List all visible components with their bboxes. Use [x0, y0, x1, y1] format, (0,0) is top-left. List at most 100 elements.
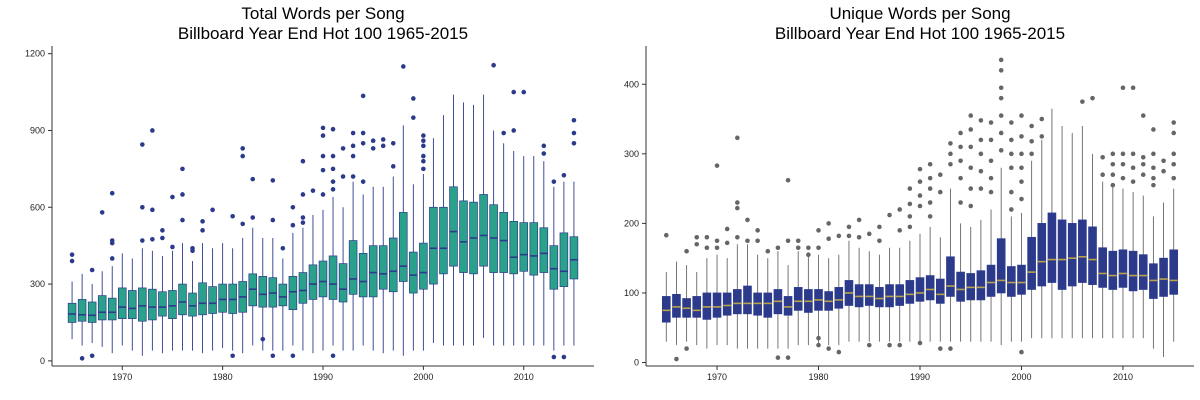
- box-2007: [1088, 226, 1097, 285]
- plot-area: 0 300 600 900 1200 1970 1980 1990 2000 2010: [25, 46, 594, 382]
- y-tick-label: 200: [624, 218, 639, 228]
- outlier-point: [917, 179, 923, 184]
- outlier-point: [140, 142, 145, 147]
- outlier-point: [330, 179, 336, 184]
- outlier-point: [501, 130, 506, 136]
- outlier-point: [724, 226, 730, 232]
- outlier-point: [1120, 175, 1126, 181]
- outlier-point: [958, 175, 963, 181]
- outlier-point: [1130, 165, 1136, 171]
- box-1986: [278, 283, 288, 307]
- outlier-point: [1019, 151, 1024, 157]
- box-1993: [946, 256, 955, 297]
- outlier-point: [958, 144, 963, 150]
- outlier-point: [360, 93, 366, 99]
- unique-words-chart: Unique Words per Song Billboard Year End…: [624, 4, 1194, 382]
- outlier-point: [320, 167, 326, 173]
- outlier-point: [320, 133, 326, 138]
- outlier-point: [300, 192, 306, 197]
- y-tick-label: 300: [30, 279, 45, 289]
- outlier-point: [948, 346, 953, 351]
- outlier-point: [370, 138, 376, 144]
- outlier-point: [1151, 165, 1156, 171]
- box-1989: [905, 280, 915, 304]
- outlier-point: [1009, 189, 1014, 195]
- box-1969: [107, 297, 117, 321]
- box-1993: [348, 240, 358, 295]
- outlier-point: [998, 148, 1004, 153]
- outlier-point: [714, 238, 720, 244]
- outlier-point: [1019, 196, 1024, 202]
- outlier-point: [1161, 158, 1166, 164]
- box-1976: [178, 283, 187, 316]
- outlier-point: [541, 143, 547, 149]
- outlier-point: [310, 188, 316, 193]
- outlier-point: [1171, 120, 1177, 125]
- box-2015: [569, 236, 579, 280]
- outlier-point: [240, 146, 246, 151]
- chart-subtitle: Billboard Year End Hot 100 1965-2015: [178, 24, 468, 43]
- box-1971: [128, 290, 137, 319]
- outlier-point: [735, 200, 740, 205]
- box-2009: [509, 221, 518, 275]
- outlier-point: [1130, 151, 1136, 157]
- outlier-point: [724, 240, 730, 246]
- outlier-point: [856, 217, 862, 223]
- box-1975: [763, 292, 773, 318]
- outlier-point: [978, 186, 984, 191]
- outlier-point: [330, 126, 336, 132]
- x-tick-label: 1990: [313, 372, 333, 382]
- outlier-point: [290, 204, 296, 210]
- box-1967: [87, 301, 97, 323]
- outlier-point: [89, 353, 95, 359]
- outlier-point: [948, 141, 953, 146]
- outlier-point: [230, 353, 235, 359]
- y-tick-label: 0: [634, 358, 639, 368]
- outlier-point: [1110, 161, 1116, 167]
- box-2011: [1128, 250, 1138, 292]
- outlier-point: [1029, 123, 1034, 129]
- outlier-point: [937, 189, 943, 195]
- outlier-point: [988, 120, 994, 125]
- outlier-point: [927, 186, 933, 191]
- outlier-point: [1130, 85, 1136, 91]
- outlier-point: [816, 342, 821, 348]
- box-2014: [559, 232, 569, 287]
- box-1965: [661, 296, 671, 323]
- outlier-point: [755, 228, 760, 233]
- box-2008: [1098, 247, 1107, 288]
- box-1972: [138, 287, 147, 322]
- box-1997: [986, 264, 996, 297]
- outlier-point: [421, 158, 426, 164]
- outlier-point: [350, 143, 356, 149]
- outlier-point: [948, 161, 953, 167]
- outlier-point: [200, 219, 205, 224]
- outlier-point: [360, 179, 366, 184]
- outlier-point: [917, 203, 923, 209]
- total-words-chart: Total Words per Song Billboard Year End …: [25, 4, 594, 382]
- x-tick-label: 2010: [1113, 372, 1133, 382]
- outlier-point: [1151, 151, 1156, 157]
- outlier-point: [958, 158, 963, 164]
- outlier-point: [170, 244, 175, 250]
- outlier-point: [816, 228, 821, 233]
- outlier-point: [917, 166, 923, 172]
- x-tick-label: 1970: [707, 372, 727, 382]
- outlier-point: [551, 179, 557, 184]
- box-1997: [388, 237, 398, 293]
- box-2003: [449, 186, 458, 267]
- outlier-point: [978, 137, 984, 143]
- y-tick-label: 600: [30, 202, 45, 212]
- outlier-point: [907, 186, 913, 191]
- outlier-point: [551, 354, 557, 360]
- box-2006: [1078, 219, 1087, 283]
- x-tick-label: 1970: [112, 372, 132, 382]
- outlier-point: [1110, 172, 1116, 177]
- box-2004: [1057, 219, 1067, 290]
- outlier-point: [240, 221, 246, 227]
- outlier-point: [958, 200, 963, 205]
- outlier-point: [684, 346, 689, 351]
- box-1996: [976, 270, 986, 301]
- outlier-point: [988, 137, 994, 143]
- outlier-point: [491, 62, 496, 68]
